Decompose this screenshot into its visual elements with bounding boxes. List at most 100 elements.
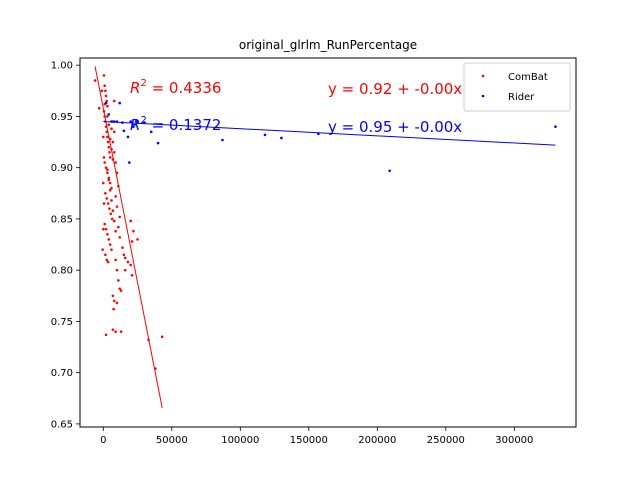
data-point bbox=[104, 333, 108, 337]
data-point bbox=[105, 99, 109, 103]
data-point bbox=[107, 145, 111, 149]
data-point bbox=[129, 263, 132, 267]
data-point bbox=[388, 169, 391, 173]
y-axis: 0.65 0.70 0.75 0.80 0.85 0.90 0.95 1.00 bbox=[51, 61, 80, 430]
data-point bbox=[114, 161, 117, 164]
data-point bbox=[280, 136, 283, 140]
data-point bbox=[111, 209, 115, 213]
data-point bbox=[106, 115, 109, 118]
data-point bbox=[106, 168, 109, 172]
data-point bbox=[129, 219, 132, 223]
y-tick-label: 0.95 bbox=[51, 112, 73, 123]
data-point bbox=[115, 205, 119, 208]
x-axis: 0 50000 100000 150000 200000 250000 300000 bbox=[100, 427, 533, 446]
data-point bbox=[101, 181, 105, 185]
data-point bbox=[101, 135, 105, 139]
data-point bbox=[101, 227, 105, 231]
data-point bbox=[122, 253, 126, 257]
y-tick-label: 0.80 bbox=[51, 266, 73, 277]
legend-marker-combat bbox=[481, 74, 485, 78]
data-point bbox=[108, 181, 112, 185]
x-tick-label: 150000 bbox=[290, 435, 328, 446]
data-point bbox=[130, 274, 134, 277]
data-point bbox=[143, 121, 146, 124]
data-point bbox=[117, 184, 120, 188]
fit-line-combat bbox=[94, 66, 163, 409]
y-tick-label: 0.75 bbox=[51, 317, 73, 328]
data-point bbox=[114, 195, 117, 198]
data-point bbox=[106, 171, 109, 175]
data-point bbox=[102, 74, 106, 77]
data-point bbox=[149, 130, 153, 134]
annotations: R2 = 0.4336 y = 0.92 + -0.00x R2 = 0.1372 y… bbox=[130, 78, 462, 136]
data-point bbox=[104, 101, 108, 105]
y-tick-label: 0.65 bbox=[51, 419, 73, 430]
data-point bbox=[221, 138, 224, 142]
data-point bbox=[111, 294, 115, 298]
data-point bbox=[130, 240, 134, 243]
data-point bbox=[102, 202, 106, 205]
data-point bbox=[119, 289, 123, 292]
data-point bbox=[136, 238, 139, 241]
data-point bbox=[105, 258, 109, 262]
data-point bbox=[103, 115, 106, 118]
data-point bbox=[104, 125, 108, 128]
data-point bbox=[104, 94, 108, 98]
x-tick-label: 250000 bbox=[427, 435, 465, 446]
legend-label-rider: Rider bbox=[508, 92, 535, 103]
legend: ComBat Rider bbox=[463, 62, 571, 112]
legend-box bbox=[463, 62, 571, 112]
data-point bbox=[114, 258, 117, 262]
legend-marker-rider bbox=[481, 94, 485, 98]
data-point bbox=[121, 121, 124, 124]
data-point bbox=[160, 335, 164, 339]
y-tick-label: 1.00 bbox=[51, 61, 73, 72]
data-point bbox=[112, 307, 115, 311]
data-point bbox=[107, 123, 111, 126]
data-point bbox=[112, 130, 116, 134]
r-squared-label-rider: R2 = 0.1372 bbox=[130, 115, 221, 134]
data-point bbox=[106, 140, 110, 144]
data-point bbox=[128, 161, 131, 164]
data-point bbox=[117, 279, 120, 282]
data-point bbox=[104, 253, 107, 257]
data-point bbox=[109, 212, 113, 216]
data-point bbox=[110, 186, 113, 190]
data-point bbox=[123, 256, 127, 260]
plot-area bbox=[79, 57, 577, 428]
data-point bbox=[108, 156, 112, 159]
data-point bbox=[102, 110, 106, 113]
data-point bbox=[112, 120, 116, 123]
data-point bbox=[114, 229, 117, 233]
x-tick-label: 100000 bbox=[221, 435, 259, 446]
data-point bbox=[112, 299, 116, 303]
data-point bbox=[317, 132, 320, 136]
data-point bbox=[129, 120, 132, 123]
data-point bbox=[106, 260, 110, 264]
data-point bbox=[110, 127, 113, 131]
data-point bbox=[118, 215, 122, 219]
data-point bbox=[111, 158, 115, 161]
data-point bbox=[93, 79, 97, 82]
data-point bbox=[111, 328, 115, 331]
y-tick-label: 0.85 bbox=[51, 214, 73, 225]
legend-label-combat: ComBat bbox=[508, 72, 548, 83]
data-point bbox=[115, 171, 119, 175]
data-point bbox=[106, 202, 110, 205]
data-point bbox=[105, 197, 109, 200]
data-point bbox=[110, 120, 113, 123]
data-point bbox=[106, 135, 109, 139]
plot-frame bbox=[79, 57, 577, 428]
y-tick-label: 0.70 bbox=[51, 368, 73, 379]
data-point bbox=[97, 106, 101, 110]
data-point bbox=[147, 338, 150, 342]
data-point bbox=[108, 188, 112, 192]
data-point bbox=[118, 236, 122, 239]
data-point bbox=[103, 222, 106, 226]
data-point bbox=[119, 330, 123, 333]
data-point bbox=[126, 260, 130, 264]
data-point bbox=[115, 120, 119, 123]
data-point bbox=[112, 219, 116, 223]
data-point bbox=[106, 104, 109, 108]
